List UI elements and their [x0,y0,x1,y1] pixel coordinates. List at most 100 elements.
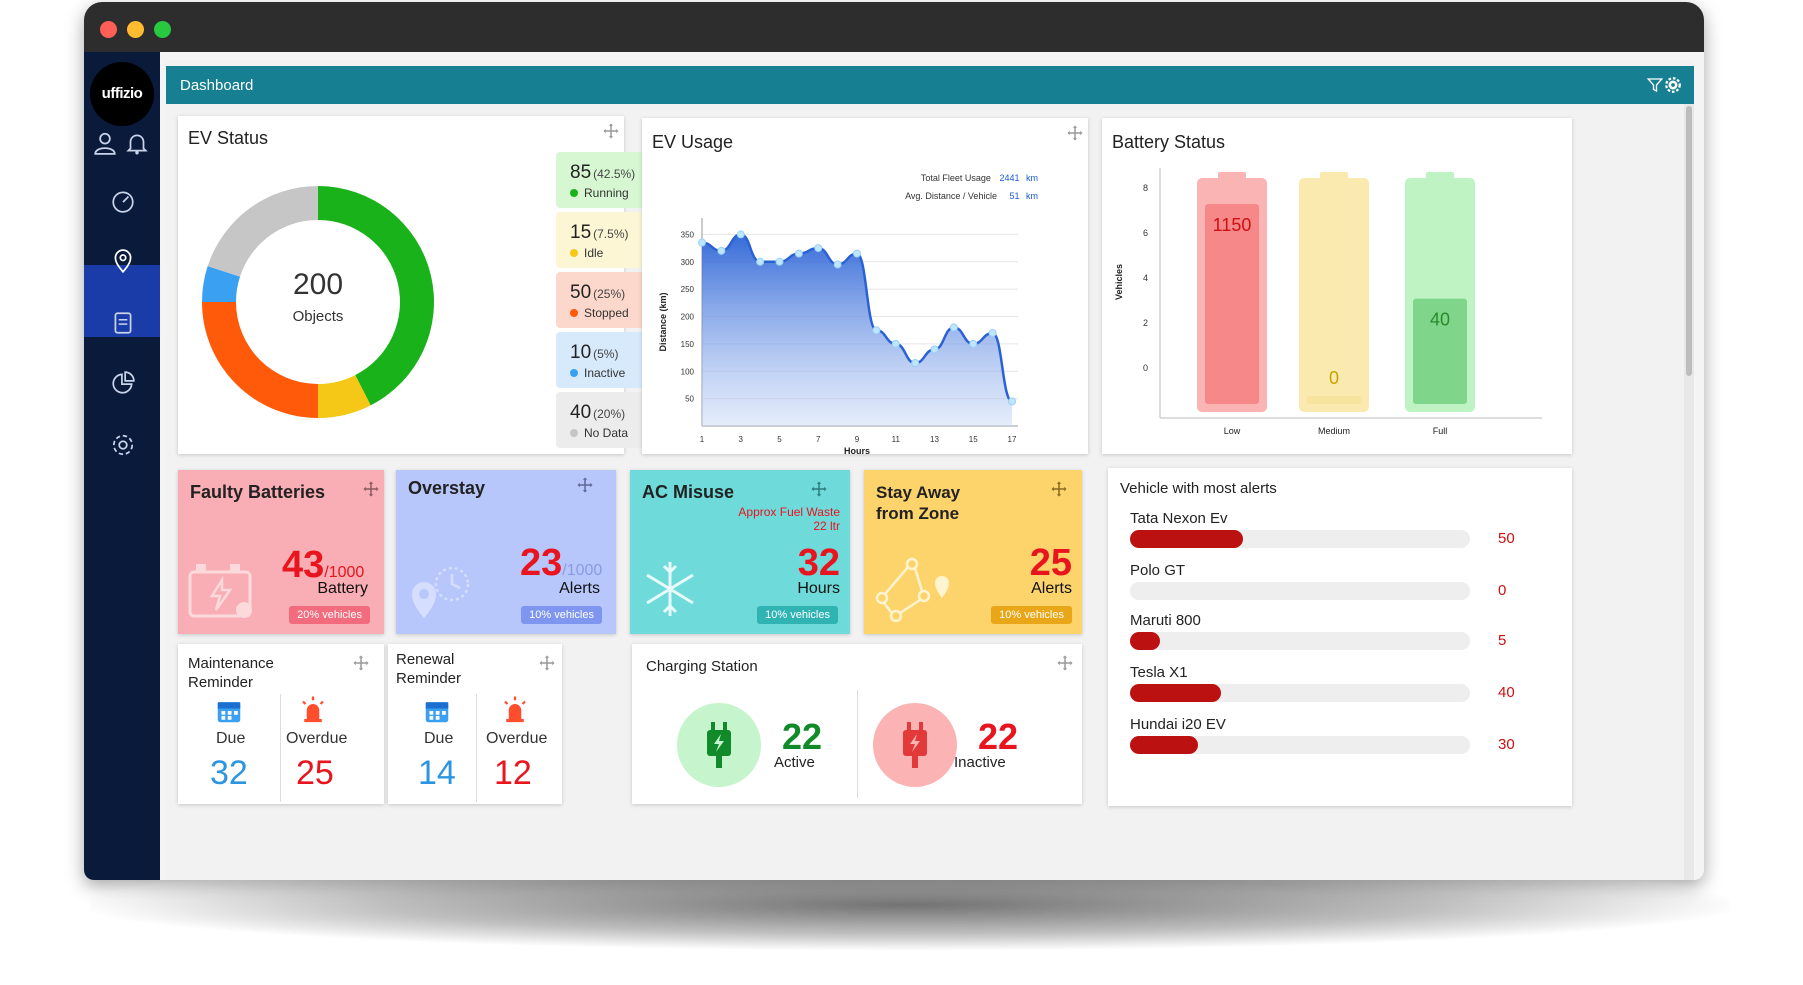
scrollbar[interactable] [1684,104,1694,880]
usage-point [969,339,978,348]
close-window-button[interactable] [100,21,117,38]
drag-move-icon[interactable] [538,654,556,672]
speedometer-icon[interactable] [110,188,136,214]
bell-icon[interactable] [124,130,150,156]
battery-value: 40 [1430,310,1450,330]
maximize-window-button[interactable] [154,21,171,38]
legend-dot [570,309,578,317]
legend-no-data[interactable]: 40 (20%) No Data [556,392,656,448]
legend-count: 40 (20%) [570,402,625,424]
drag-move-icon[interactable] [1056,654,1074,672]
calendar-icon [217,702,241,723]
alert-count: 40 [1498,684,1515,701]
renewal-overdue-value[interactable]: 12 [494,754,532,792]
usage-point [872,326,881,335]
drag-move-icon[interactable] [810,480,828,498]
faulty-batteries-tile[interactable]: Faulty Batteries 43/1000 Battery 20% veh… [178,470,384,634]
alert-count: 5 [1498,632,1507,649]
y-axis-title: Distance (km) [658,292,668,351]
charging-active-value[interactable]: 22 [782,716,823,757]
stay-away-title-line2: from Zone [876,504,960,523]
legend-running[interactable]: 85 (42.5%) Running [556,152,656,208]
sidebar: uffizio [84,52,160,880]
alert-bar-fill [1130,632,1160,650]
charging-station-title: Charging Station [646,658,758,675]
alarm-siren-icon [504,696,526,723]
user-icon[interactable] [92,130,118,156]
legend-label: Running [570,186,629,200]
usage-point [698,238,706,247]
battery-warning-icon [188,564,252,618]
donut-slice-no-data [207,186,318,277]
scrollbar-thumb[interactable] [1686,106,1692,376]
category-label: Low [1224,426,1241,436]
alert-bar-track [1130,736,1470,754]
charger-active-icon [677,703,761,787]
x-tick-label: 11 [892,435,901,444]
ac-misuse-value: 32 [797,542,840,584]
faulty-batteries-count: 43 [282,544,325,586]
usage-point [853,249,861,258]
overstay-tile[interactable]: Overstay 23/1000 Alerts 10% vehicles [396,470,616,634]
stay-away-label: Alerts [1031,580,1072,597]
renewal-due-value[interactable]: 14 [418,754,456,792]
avg-distance-unit: km [1026,191,1038,201]
donut-slice-inactive [202,266,241,302]
window-titlebar [84,2,1704,52]
legend-percent: (7.5%) [593,227,629,241]
drag-move-icon[interactable] [1066,124,1084,142]
stay-away-tile[interactable]: Stay Away from Zone 25 Alerts 10% vehicl… [864,470,1082,634]
ac-misuse-pill: 10% vehicles [757,606,838,624]
dashboard-header: Dashboard [166,66,1694,104]
x-tick-label: 3 [739,435,744,444]
filter-icon[interactable] [1646,76,1664,94]
usage-point [756,257,765,266]
drag-move-icon[interactable] [602,122,620,140]
drag-move-icon[interactable] [576,476,594,494]
donut-total: 200 [292,268,344,301]
location-pin-icon[interactable] [110,248,136,274]
y-axis-title: Vehicles [1114,264,1124,300]
overstay-total: /1000 [562,562,603,579]
y-tick-label: 200 [681,313,695,322]
maintenance-overdue-value[interactable]: 25 [296,754,334,792]
report-icon[interactable] [110,310,136,336]
ev-usage-card: EV Usage Total Fleet Usage 2441 km Avg. … [642,118,1088,454]
legend-dot [570,429,578,437]
vehicle-alerts-title: Vehicle with most alerts [1120,480,1277,497]
minimize-window-button[interactable] [127,21,144,38]
ac-misuse-tile[interactable]: AC Misuse Approx Fuel Waste 22 ltr 32 Ho… [630,470,850,634]
faulty-batteries-value: 43/1000 [282,544,364,587]
legend-inactive[interactable]: 10 (5%) Inactive [556,332,656,388]
pie-chart-icon[interactable] [110,370,136,396]
divider [857,690,858,798]
sidebar-item-tracking-active[interactable] [84,265,160,337]
gear-icon[interactable] [110,432,136,458]
overstay-label: Alerts [559,580,600,597]
battery-status-title: Battery Status [1112,132,1226,152]
battery-level-medium [1307,396,1361,404]
alert-vehicle-name: Tata Nexon Ev [1130,510,1228,527]
legend-count: 10 (5%) [570,342,618,364]
charging-active-label: Active [774,754,815,771]
charging-inactive-value[interactable]: 22 [978,716,1019,757]
drag-move-icon[interactable] [352,654,370,672]
legend-label-text: Idle [584,246,604,260]
ac-misuse-title: AC Misuse [642,482,735,502]
settings-gear-icon[interactable] [1664,76,1682,94]
faulty-batteries-label: Battery [317,580,368,597]
y-tick-label: 8 [1143,183,1148,193]
page-title: Dashboard [180,77,254,94]
maintenance-due-value[interactable]: 32 [210,754,248,792]
drag-move-icon[interactable] [1050,480,1068,498]
legend-stopped[interactable]: 50 (25%) Stopped [556,272,656,328]
ac-misuse-note: Approx Fuel Waste 22 ltr [738,505,840,533]
logo[interactable]: uffizio [90,62,154,126]
legend-idle[interactable]: 15 (7.5%) Idle [556,212,656,268]
total-fleet-usage: Total Fleet Usage 2441 km [842,173,1038,183]
overstay-value: 23/1000 [520,542,602,585]
battery-level-full [1413,298,1467,404]
drag-move-icon[interactable] [362,480,380,498]
x-tick-label: 7 [816,435,821,444]
